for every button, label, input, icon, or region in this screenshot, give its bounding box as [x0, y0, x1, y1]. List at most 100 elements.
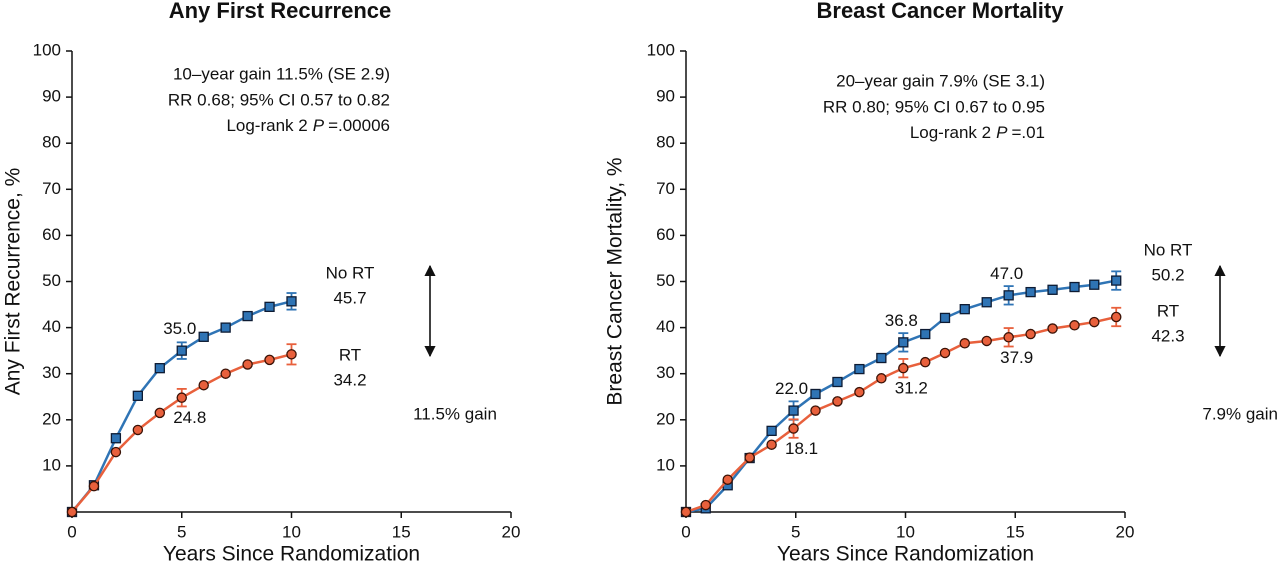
x-tick-label: 0: [681, 522, 690, 541]
value-label: 34.2: [333, 370, 366, 389]
test-symbol: P: [996, 123, 1008, 142]
y-tick-label: 20: [42, 409, 61, 428]
x-axis-title: Years Since Randomization: [163, 543, 420, 566]
stat-text: 10–year gain 11.5% (SE 2.9): [173, 64, 390, 83]
y-tick-label: 60: [42, 225, 61, 244]
chart-title: Breast Cancer Mortality: [817, 0, 1065, 23]
point: [898, 362, 909, 374]
point: [788, 405, 799, 416]
series-line: [71, 353, 292, 513]
point: [832, 396, 843, 407]
value-label: 18.1: [785, 439, 818, 458]
point: [700, 499, 712, 511]
point: [939, 312, 951, 324]
x-tick-label: 20: [1116, 522, 1135, 541]
y-axis-title: Breast Cancer Mortality, %: [604, 157, 627, 405]
y-tick-label: 60: [656, 225, 675, 244]
value-label: 35.0: [163, 319, 196, 338]
y-tick-label: 80: [42, 133, 61, 152]
point: [744, 452, 755, 463]
value-label: 45.7: [333, 288, 366, 307]
value-label: 42.3: [1151, 326, 1184, 345]
y-tick-label: 30: [656, 363, 675, 382]
point: [854, 363, 865, 375]
legend-entry: RT: [339, 345, 361, 364]
x-tick-label: 10: [896, 522, 915, 541]
point: [242, 359, 253, 370]
value-label: 50.2: [1151, 265, 1184, 284]
gain-text: 7.9% gain: [1202, 404, 1278, 423]
point: [1047, 284, 1058, 295]
test-prefix: Log-rank 2: [226, 116, 307, 135]
point: [264, 301, 275, 313]
y-axis-title: Any First Recurrence, %: [2, 168, 25, 396]
value-label: 22.0: [775, 379, 808, 398]
point: [154, 407, 166, 419]
point: [788, 423, 799, 434]
point: [722, 474, 733, 485]
y-tick-label: 100: [647, 40, 675, 59]
point: [1025, 328, 1036, 340]
legend-entry: No RT: [1144, 240, 1193, 259]
x-tick-label: 10: [282, 522, 301, 541]
point: [1111, 275, 1122, 286]
point: [154, 363, 165, 374]
point: [1069, 281, 1080, 293]
stat-text: RR 0.80; 95% CI 0.67 to 0.95: [823, 97, 1045, 116]
x-tick-label: 15: [1006, 522, 1025, 541]
point: [959, 338, 971, 349]
point: [1089, 316, 1100, 328]
point: [176, 345, 187, 356]
y-tick-label: 30: [42, 363, 61, 382]
point: [766, 439, 777, 450]
stat-test: Log-rank 2 P =.00006: [226, 116, 390, 135]
x-tick-label: 5: [791, 522, 800, 541]
y-tick-label: 40: [42, 317, 61, 336]
point: [876, 373, 887, 384]
value-label: 36.8: [885, 311, 918, 330]
y-tick-label: 70: [42, 179, 61, 198]
gain-text: 11.5% gain: [413, 404, 497, 423]
point: [132, 390, 144, 401]
point: [198, 379, 209, 391]
point: [680, 506, 692, 518]
y-tick-label: 100: [33, 40, 61, 59]
point: [1003, 290, 1014, 301]
point: [981, 335, 992, 347]
value-label: 47.0: [990, 264, 1023, 283]
y-tick-label: 10: [42, 455, 61, 474]
point: [920, 328, 931, 340]
test-symbol: P: [313, 116, 325, 135]
point: [286, 296, 297, 307]
chart-title: Any First Recurrence: [169, 0, 392, 23]
x-axis-title: Years Since Randomization: [777, 543, 1034, 566]
stat-text: 20–year gain 7.9% (SE 3.1): [836, 71, 1045, 90]
x-tick-label: 5: [177, 522, 186, 541]
point: [920, 356, 931, 368]
point: [766, 425, 777, 437]
point: [220, 322, 231, 333]
stat-test: Log-rank 2 P =.01: [910, 123, 1045, 142]
point: [939, 347, 951, 359]
x-tick-label: 20: [502, 522, 521, 541]
point: [810, 388, 821, 400]
x-tick-label: 0: [67, 522, 76, 541]
y-tick-label: 10: [656, 455, 675, 474]
y-tick-label: 80: [656, 133, 675, 152]
y-tick-label: 50: [42, 271, 61, 290]
y-tick-label: 90: [656, 87, 675, 106]
point: [1047, 323, 1058, 334]
point: [264, 354, 275, 366]
y-tick-label: 50: [656, 271, 675, 290]
point: [110, 433, 122, 444]
test-value: =.01: [1011, 123, 1045, 142]
point: [1069, 320, 1080, 331]
point: [1025, 286, 1036, 298]
point: [959, 304, 970, 315]
point: [176, 392, 187, 403]
point: [981, 297, 992, 308]
y-tick-label: 70: [656, 179, 675, 198]
point: [1110, 311, 1122, 323]
point: [810, 405, 821, 416]
